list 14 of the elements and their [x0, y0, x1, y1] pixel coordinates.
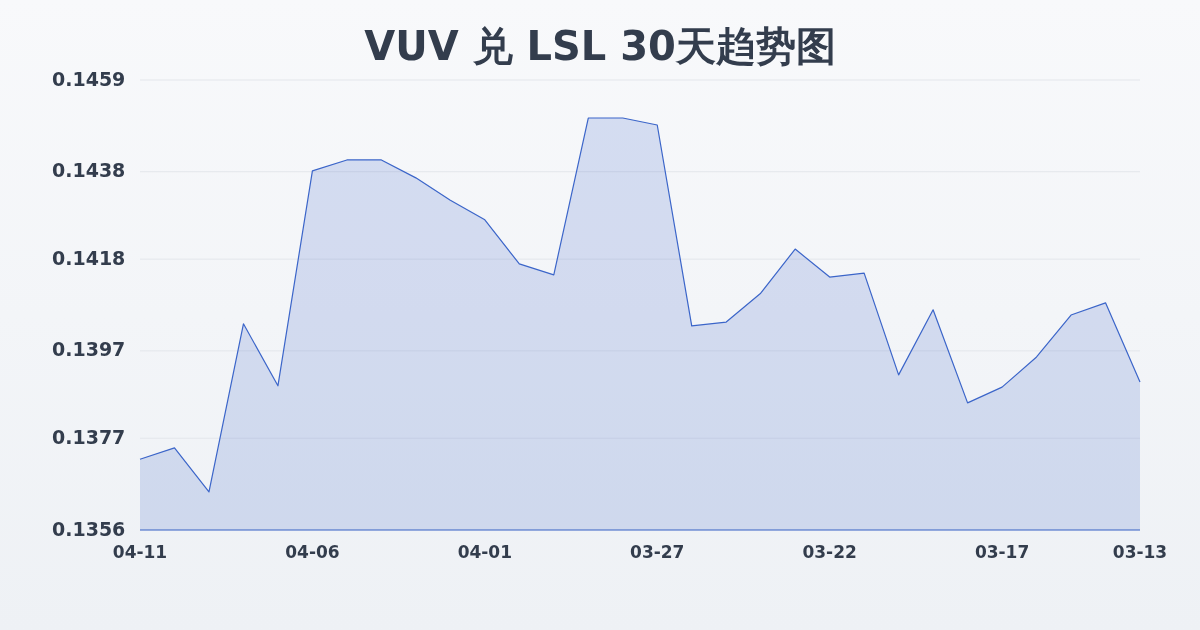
- x-tick-label: 03-27: [630, 542, 685, 562]
- y-tick-label: 0.1459: [52, 67, 126, 90]
- x-tick-label: 04-06: [285, 542, 340, 562]
- x-tick-label: 03-17: [974, 542, 1030, 562]
- x-tick-label: 03-22: [802, 542, 857, 562]
- x-tick-label: 03-13: [1112, 542, 1168, 562]
- x-tick-label: 04-01: [457, 542, 513, 562]
- y-tick-label: 0.1418: [52, 246, 126, 269]
- chart-title: VUV 兑 LSL 30天趋势图: [364, 23, 836, 69]
- y-tick-label: 0.1438: [52, 159, 126, 182]
- y-tick-label: 0.1356: [52, 517, 126, 540]
- y-tick-label: 0.1397: [52, 338, 126, 361]
- x-tick-label: 04-11: [112, 542, 168, 562]
- y-tick-label: 0.1377: [52, 425, 126, 448]
